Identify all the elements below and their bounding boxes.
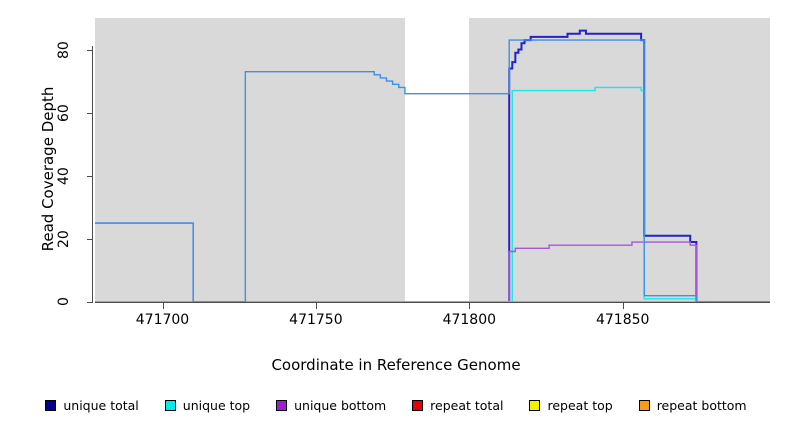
legend-swatch-icon [529,400,541,411]
x-tick [469,303,471,309]
series-line-unique-top [95,87,770,302]
x-tick-label: 471850 [595,312,650,328]
y-tick-label: 20 [56,229,72,248]
legend-swatch-icon [638,400,650,411]
legend-label: unique top [182,398,251,413]
series-line-overall-total [95,40,770,302]
no-coverage-gap [404,18,470,302]
y-tick [87,238,93,240]
y-axis-line [92,46,93,302]
x-tick-label: 471750 [289,312,343,328]
series-layer [95,18,770,302]
x-axis-line [95,302,770,303]
series-line-unique-bottom [95,223,770,302]
y-tick [87,302,93,303]
legend: unique total unique top unique bottom repea… [0,398,792,413]
x-tick [162,303,164,309]
y-tick [87,49,93,51]
legend-item-repeat-total: repeat total [412,398,503,413]
legend-item-unique-top: unique top [164,398,251,413]
series-line-unique-total [95,31,770,302]
y-tick [87,112,93,114]
legend-item-repeat-top: repeat top [529,398,613,413]
x-tick-label: 471800 [442,312,497,328]
y-tick-label: 60 [56,103,72,122]
y-tick-label: 80 [56,40,72,59]
y-axis-label: Read Coverage Depth [39,86,57,252]
y-tick-label: 40 [56,166,72,185]
y-tick [87,175,93,177]
legend-swatch-icon [276,400,288,411]
legend-label: unique bottom [294,398,387,413]
legend-label: repeat top [547,398,613,413]
legend-label: repeat bottom [656,398,747,413]
legend-swatch-icon [164,400,176,411]
legend-swatch-icon [412,400,424,411]
x-tick [315,303,317,309]
legend-item-repeat-bottom: repeat bottom [638,398,747,413]
y-tick-label: 0 [56,297,72,307]
legend-label: repeat total [430,398,504,413]
x-tick [622,303,624,309]
legend-swatch-icon [45,400,57,411]
x-axis-label: Coordinate in Reference Genome [271,356,521,374]
plot-area [95,18,770,302]
legend-label: unique total [63,398,139,413]
legend-item-unique-bottom: unique bottom [276,398,386,413]
legend-item-unique-total: unique total [45,398,139,413]
x-tick-label: 471700 [135,312,190,328]
